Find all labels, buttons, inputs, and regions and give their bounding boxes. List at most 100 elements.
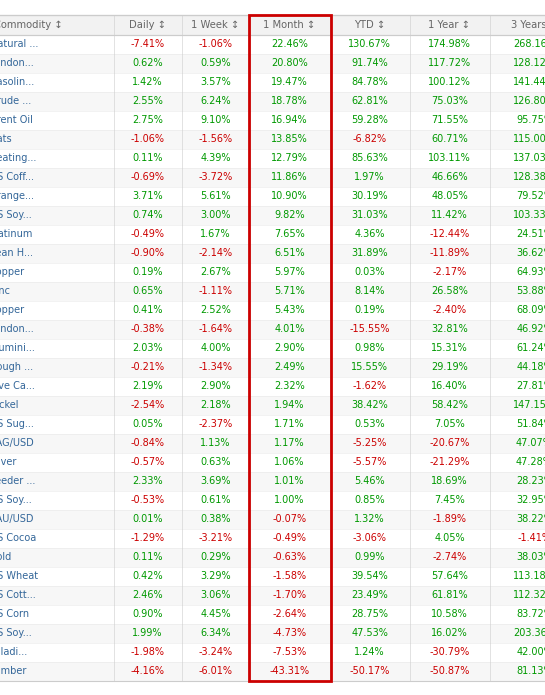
Text: Alumini...: Alumini... [0, 343, 35, 353]
Text: -1.06%: -1.06% [198, 39, 233, 49]
Text: -43.31%: -43.31% [269, 666, 310, 676]
Text: -1.62%: -1.62% [353, 381, 386, 391]
Text: Copper: Copper [0, 267, 25, 277]
Bar [0, 566, 545, 585]
Text: 71.55%: 71.55% [431, 115, 468, 125]
Text: 5.97%: 5.97% [274, 267, 305, 277]
Bar [0, 54, 545, 72]
Text: 2.75%: 2.75% [132, 115, 163, 125]
Text: 2.03%: 2.03% [132, 343, 163, 353]
Text: Rough ...: Rough ... [0, 362, 33, 372]
Text: 15.55%: 15.55% [351, 362, 388, 372]
Text: 12.79%: 12.79% [271, 153, 308, 163]
Text: US Coff...: US Coff... [0, 172, 33, 182]
Text: 113.18%: 113.18% [513, 571, 545, 581]
Text: -4.73%: -4.73% [272, 628, 306, 638]
Text: Zinc: Zinc [0, 286, 10, 296]
Bar [0, 129, 545, 149]
Text: 30.19%: 30.19% [351, 191, 388, 201]
Text: 0.03%: 0.03% [354, 267, 385, 277]
Bar [0, 167, 545, 186]
Text: 79.52%: 79.52% [516, 191, 545, 201]
Text: 6.51%: 6.51% [274, 248, 305, 258]
Text: 36.62%: 36.62% [516, 248, 545, 258]
Text: 126.80%: 126.80% [513, 96, 545, 106]
Text: London...: London... [0, 324, 34, 334]
Bar [0, 338, 545, 357]
Text: 137.03%: 137.03% [513, 153, 545, 163]
Text: 5.43%: 5.43% [274, 305, 305, 315]
Text: US Sug...: US Sug... [0, 419, 33, 429]
Text: 1.67%: 1.67% [200, 229, 231, 239]
Text: 10.58%: 10.58% [431, 609, 468, 619]
Text: 6.34%: 6.34% [200, 628, 231, 638]
Text: 15.31%: 15.31% [431, 343, 468, 353]
Text: 1.99%: 1.99% [132, 628, 163, 638]
Text: 1.42%: 1.42% [132, 77, 163, 87]
Text: 83.72%: 83.72% [516, 609, 545, 619]
Text: 1.94%: 1.94% [274, 400, 305, 410]
Text: 1.01%: 1.01% [274, 476, 305, 486]
Text: 3.71%: 3.71% [132, 191, 163, 201]
Text: 141.44%: 141.44% [513, 77, 545, 87]
Text: 1.24%: 1.24% [354, 647, 385, 657]
Text: 59.28%: 59.28% [351, 115, 388, 125]
Text: -2.17%: -2.17% [432, 267, 467, 277]
Text: -3.06%: -3.06% [353, 533, 386, 543]
Text: 31.89%: 31.89% [351, 248, 388, 258]
Text: 60.71%: 60.71% [431, 134, 468, 144]
Text: 46.92%: 46.92% [516, 324, 545, 334]
Text: 4.00%: 4.00% [200, 343, 231, 353]
Text: 115.00%: 115.00% [513, 134, 545, 144]
Text: 0.29%: 0.29% [200, 552, 231, 562]
Text: Brent Oil: Brent Oil [0, 115, 32, 125]
Text: 0.42%: 0.42% [132, 571, 163, 581]
Text: 2.90%: 2.90% [200, 381, 231, 391]
Text: Feeder ...: Feeder ... [0, 476, 35, 486]
Bar [0, 452, 545, 471]
Text: 53.88%: 53.88% [516, 286, 545, 296]
Text: 16.02%: 16.02% [431, 628, 468, 638]
Bar [0, 263, 545, 281]
Text: 0.61%: 0.61% [200, 495, 231, 505]
Text: -30.79%: -30.79% [429, 647, 470, 657]
Text: US Soy...: US Soy... [0, 210, 31, 220]
Text: -7.53%: -7.53% [272, 647, 307, 657]
Text: -0.63%: -0.63% [272, 552, 306, 562]
Text: 7.05%: 7.05% [434, 419, 465, 429]
Text: 0.53%: 0.53% [354, 419, 385, 429]
Text: 0.99%: 0.99% [354, 552, 385, 562]
Text: 44.18%: 44.18% [516, 362, 545, 372]
Text: 2.67%: 2.67% [200, 267, 231, 277]
Text: Nickel: Nickel [0, 400, 19, 410]
Text: 5.61%: 5.61% [200, 191, 231, 201]
Text: London...: London... [0, 58, 34, 68]
Text: -1.64%: -1.64% [198, 324, 233, 334]
Text: 48.05%: 48.05% [431, 191, 468, 201]
Text: 130.67%: 130.67% [348, 39, 391, 49]
Text: 84.78%: 84.78% [351, 77, 388, 87]
Text: -2.74%: -2.74% [432, 552, 467, 562]
Bar [0, 111, 545, 129]
Text: 39.54%: 39.54% [351, 571, 388, 581]
Text: 13.85%: 13.85% [271, 134, 308, 144]
Text: Orange...: Orange... [0, 191, 34, 201]
Text: -0.49%: -0.49% [272, 533, 306, 543]
Text: 9.10%: 9.10% [200, 115, 231, 125]
Bar [0, 377, 545, 395]
Text: -11.89%: -11.89% [429, 248, 470, 258]
Text: 103.33%: 103.33% [513, 210, 545, 220]
Text: Commodity ↕: Commodity ↕ [0, 19, 62, 29]
Text: Live Ca...: Live Ca... [0, 381, 34, 391]
Text: 2.19%: 2.19% [132, 381, 163, 391]
Text: 1.32%: 1.32% [354, 514, 385, 524]
Text: 38.03%: 38.03% [516, 552, 545, 562]
Text: 2.18%: 2.18% [200, 400, 231, 410]
Text: -0.21%: -0.21% [130, 362, 165, 372]
Text: -1.98%: -1.98% [130, 647, 165, 657]
Text: 0.41%: 0.41% [132, 305, 163, 315]
Text: 2.32%: 2.32% [274, 381, 305, 391]
Text: -15.55%: -15.55% [349, 324, 390, 334]
Text: 3.00%: 3.00% [200, 210, 231, 220]
Text: 7.65%: 7.65% [274, 229, 305, 239]
